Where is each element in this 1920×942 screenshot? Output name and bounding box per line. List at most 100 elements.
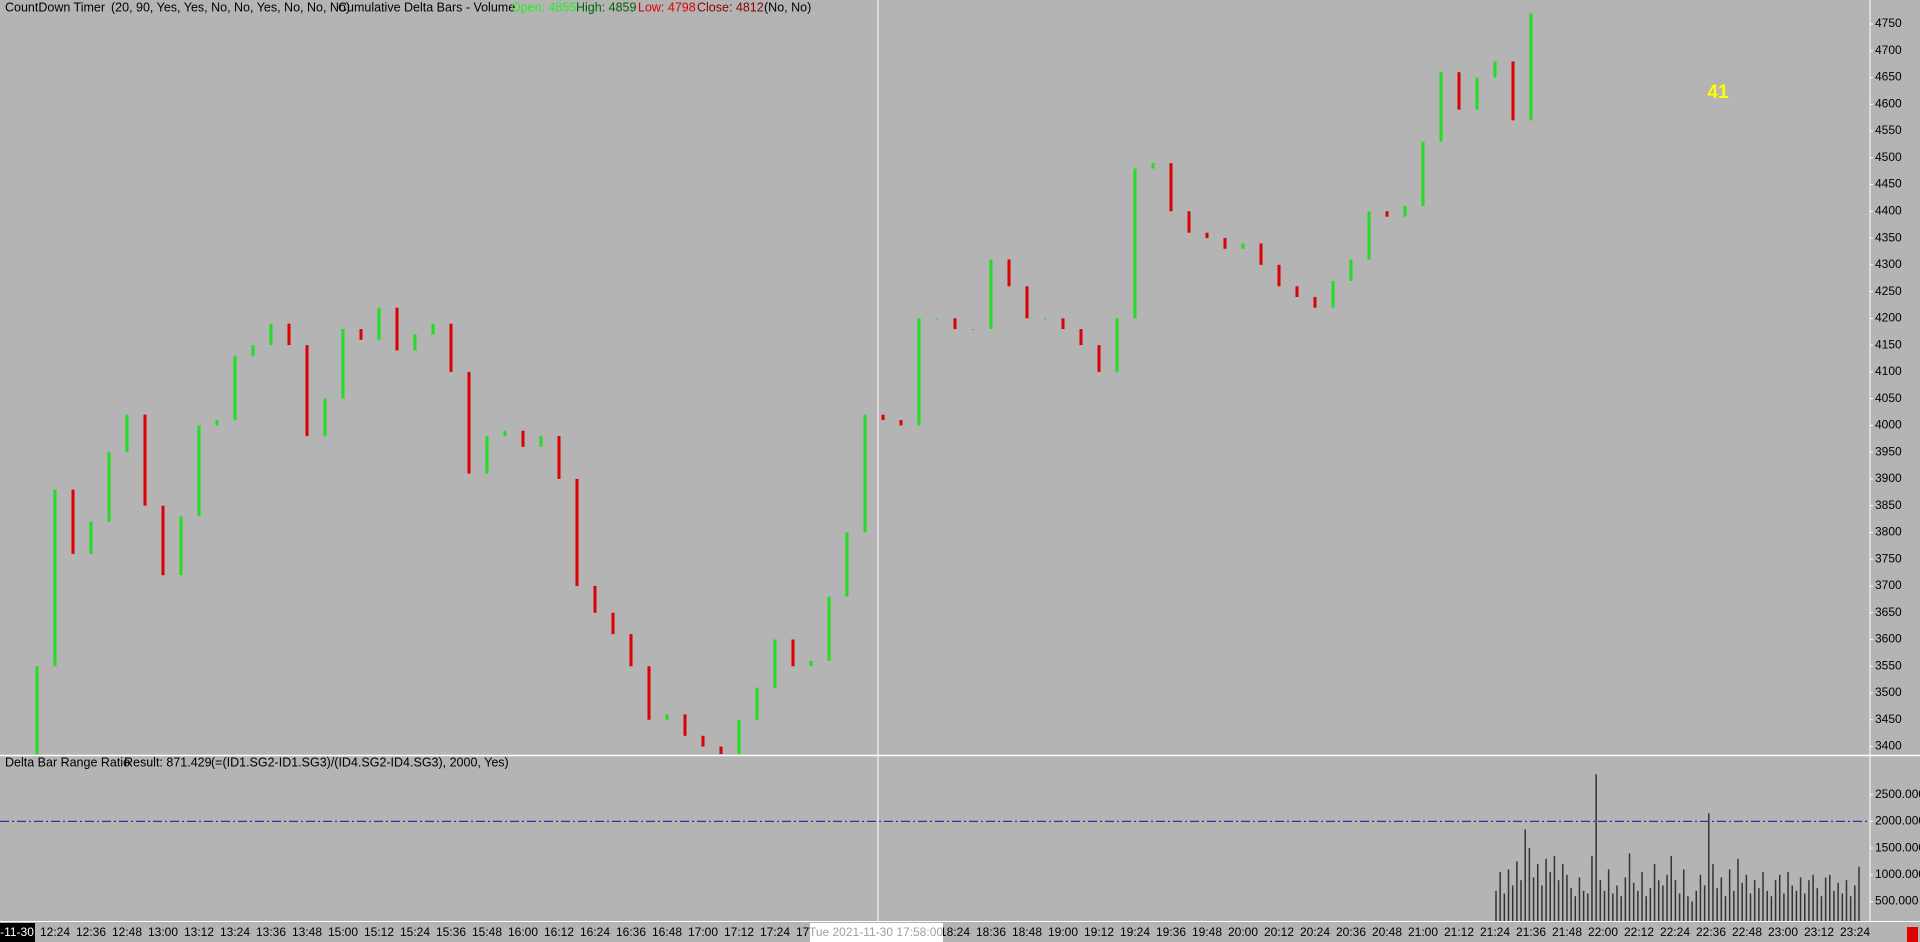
candle [755, 687, 759, 720]
x-tick-label: 22:12 [1624, 925, 1654, 939]
candle [539, 436, 543, 447]
candle [1331, 280, 1335, 308]
bar [1591, 856, 1593, 921]
x-tick-label: 15:48 [472, 925, 502, 939]
x-tick-label: 20:24 [1300, 925, 1330, 939]
candle [809, 660, 813, 667]
candle [1007, 259, 1011, 287]
candle [1079, 329, 1083, 346]
candle [1403, 205, 1407, 217]
x-tick-label: 22:48 [1732, 925, 1762, 939]
x-tick-label: 13:24 [220, 925, 250, 939]
x-tick-label: 16:36 [616, 925, 646, 939]
candle [1475, 77, 1479, 110]
bar [1716, 888, 1718, 921]
candle [125, 414, 129, 453]
x-tick-label: 19:00 [1048, 925, 1078, 939]
bar [1816, 888, 1819, 921]
bar [1541, 885, 1543, 921]
candle [1187, 211, 1191, 233]
bar [1528, 848, 1531, 921]
candle [449, 323, 453, 372]
bar [1820, 896, 1823, 921]
x-tick-label: 23:00 [1768, 925, 1798, 939]
bar [1858, 866, 1860, 921]
indicator-params: (=(ID1.SG2-ID1.SG3)/(ID4.SG2-ID4.SG3), 2… [211, 755, 509, 769]
bar [1837, 882, 1839, 921]
candle [1493, 61, 1497, 78]
bar [1582, 890, 1585, 921]
bar [1728, 869, 1731, 921]
bar [1737, 858, 1739, 921]
study-params: (No, No) [764, 0, 811, 14]
bar [1645, 896, 1647, 921]
bar [1570, 888, 1572, 921]
y-tick-label: 500.000 [1875, 894, 1919, 908]
y-tick-label: 4100 [1875, 364, 1902, 378]
bar [1520, 880, 1522, 921]
candle [1241, 243, 1245, 249]
bar [1687, 896, 1689, 921]
x-tick-label: 18:48 [1012, 925, 1042, 939]
bar [1854, 885, 1856, 921]
candle [251, 345, 255, 356]
bar [1804, 893, 1806, 921]
candle [1511, 61, 1515, 121]
candle [1457, 72, 1461, 110]
candle [1133, 168, 1137, 319]
bar [1595, 774, 1597, 921]
bar [1845, 880, 1848, 921]
candle [557, 436, 561, 479]
bar [1724, 896, 1727, 921]
bar [1637, 890, 1639, 921]
bar [1799, 877, 1802, 921]
bar [1536, 864, 1539, 921]
bar [1741, 882, 1743, 921]
candle [71, 489, 75, 554]
candle [827, 596, 831, 661]
bar [1783, 893, 1785, 921]
candle [1421, 141, 1425, 206]
y-tick-label: 4550 [1875, 123, 1902, 137]
y-tick-label: 4450 [1875, 177, 1902, 191]
indicator-result: Result: 871.429 [124, 755, 212, 769]
y-tick-label: 4050 [1875, 391, 1902, 405]
candle [431, 323, 435, 335]
candle [1295, 286, 1299, 297]
y-tick-label: 3400 [1875, 739, 1902, 753]
x-tick-label: 16:00 [508, 925, 538, 939]
x-tick-label: 15:36 [436, 925, 466, 939]
bar [1833, 890, 1835, 921]
candle [899, 420, 903, 426]
x-tick-label: 21:48 [1552, 925, 1582, 939]
bar [1649, 888, 1652, 921]
candle [215, 420, 219, 426]
bar [1532, 877, 1535, 921]
y-tick-label: 4300 [1875, 257, 1902, 271]
bar [1758, 888, 1760, 921]
bar [1545, 858, 1547, 921]
price-plot [35, 13, 1533, 754]
candle [107, 452, 111, 522]
y-tick-label: 4350 [1875, 230, 1902, 244]
candle [1223, 238, 1227, 249]
candle [683, 714, 687, 736]
candle [1385, 211, 1389, 217]
x-tick-label: 15:12 [364, 925, 394, 939]
bar [1841, 893, 1844, 921]
x-tick-label: 13:00 [148, 925, 178, 939]
x-tick-label: 16:24 [580, 925, 610, 939]
candle [971, 329, 975, 331]
bar [1733, 890, 1735, 921]
bar [1578, 877, 1581, 921]
axes: -11-30 12:24 12:36 12:48 13:00 13:12 13:24 13:3… [0, 16, 1920, 942]
bar [1632, 882, 1635, 921]
bar [1778, 874, 1781, 921]
crosshair-label: Tue 2021-11-30 17:58:00 [809, 925, 943, 939]
x-tick-label: 13:36 [256, 925, 286, 939]
bar [1616, 885, 1618, 921]
bar [1557, 880, 1560, 921]
y-tick-label: 4250 [1875, 284, 1902, 298]
bar [1720, 877, 1723, 921]
